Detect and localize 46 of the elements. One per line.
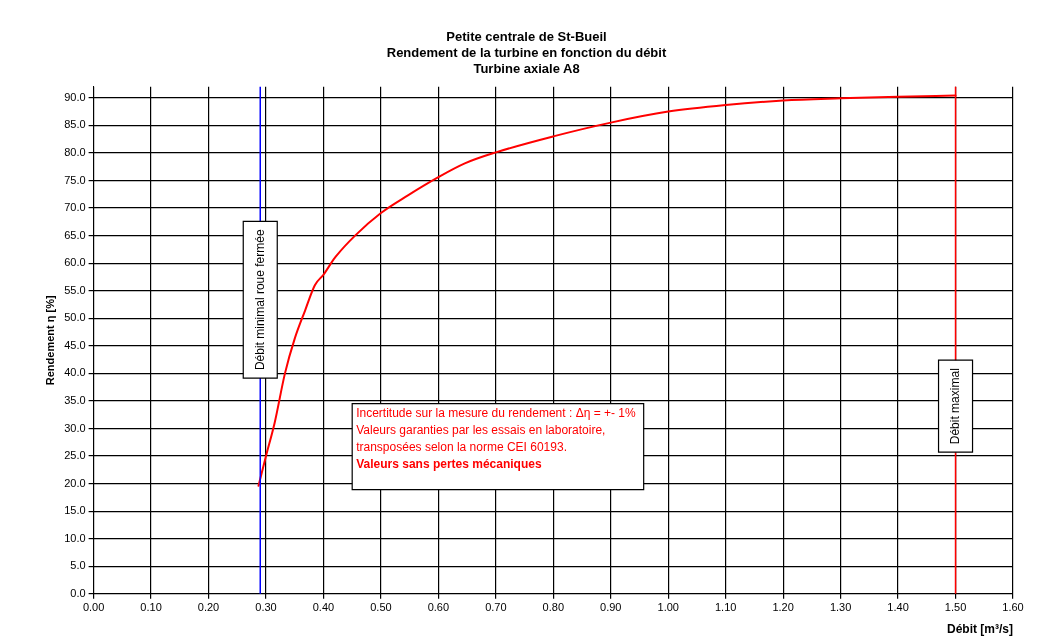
ref-line-label: Débit minimal roue fermée — [252, 229, 267, 371]
x-tick-label: 0.70 — [485, 601, 507, 614]
x-tick-label: 1.10 — [714, 601, 737, 614]
annotation: transposées selon la norme CEI 60193. — [356, 439, 567, 454]
x-tick-label: 0.40 — [312, 601, 335, 614]
y-tick-label: 60.0 — [64, 256, 86, 269]
y-tick-label: 65.0 — [64, 228, 86, 241]
x-tick-label: 0.00 — [82, 601, 105, 614]
x-tick-label: 0.50 — [370, 601, 392, 614]
y-tick-label: 0.0 — [70, 586, 86, 599]
x-tick-label: 0.20 — [197, 601, 220, 614]
y-tick-label: 5.0 — [70, 559, 86, 572]
y-tick-label: 75.0 — [64, 173, 86, 186]
x-axis-title: Débit [m³/s] — [947, 622, 1013, 637]
ref-line-label: Débit maximal — [947, 368, 962, 445]
y-tick-label: 20.0 — [64, 476, 86, 489]
chart-title: Petite centrale de St-Bueil — [446, 29, 607, 45]
annotation: Valeurs garanties par les essais en laboratoire, — [356, 422, 606, 437]
y-tick-label: 30.0 — [64, 421, 86, 434]
y-tick-label: 80.0 — [64, 145, 86, 158]
chart-subtitle: Rendement de la turbine en fonction du débit Turbine axiale A8 — [386, 44, 667, 76]
y-tick-label: 25.0 — [64, 449, 86, 462]
y-tick-label: 85.0 — [64, 118, 86, 131]
x-tick-label: 1.40 — [887, 601, 909, 614]
y-tick-label: 50.0 — [64, 311, 86, 324]
x-tick-label: 1.50 — [944, 601, 967, 614]
y-tick-label: 15.0 — [64, 504, 86, 517]
x-tick-label: 1.30 — [829, 601, 852, 614]
x-tick-label: 0.80 — [542, 601, 565, 614]
x-tick-label: 0.90 — [600, 601, 622, 614]
x-tick-label: 1.20 — [772, 601, 794, 614]
y-tick-label: 45.0 — [64, 338, 86, 351]
x-tick-label: 0.60 — [427, 601, 450, 614]
y-tick-label: 90.0 — [64, 90, 86, 103]
annotation: Incertitude sur la mesure du rendement : Δη = +- 1% — [356, 405, 637, 420]
x-tick-label: 1.00 — [657, 601, 679, 614]
y-axis-title: Rendement η [%] — [43, 295, 56, 386]
x-tick-label: 1.60 — [1002, 601, 1024, 614]
x-tick-label: 0.30 — [255, 601, 277, 614]
y-tick-label: 55.0 — [64, 283, 86, 296]
y-tick-label: 70.0 — [64, 201, 86, 214]
x-tick-label: 0.10 — [140, 601, 162, 614]
annotation: Valeurs sans pertes mécaniques — [356, 456, 542, 471]
y-tick-label: 40.0 — [64, 366, 86, 379]
y-tick-label: 35.0 — [64, 393, 86, 406]
y-tick-label: 10.0 — [64, 531, 86, 544]
